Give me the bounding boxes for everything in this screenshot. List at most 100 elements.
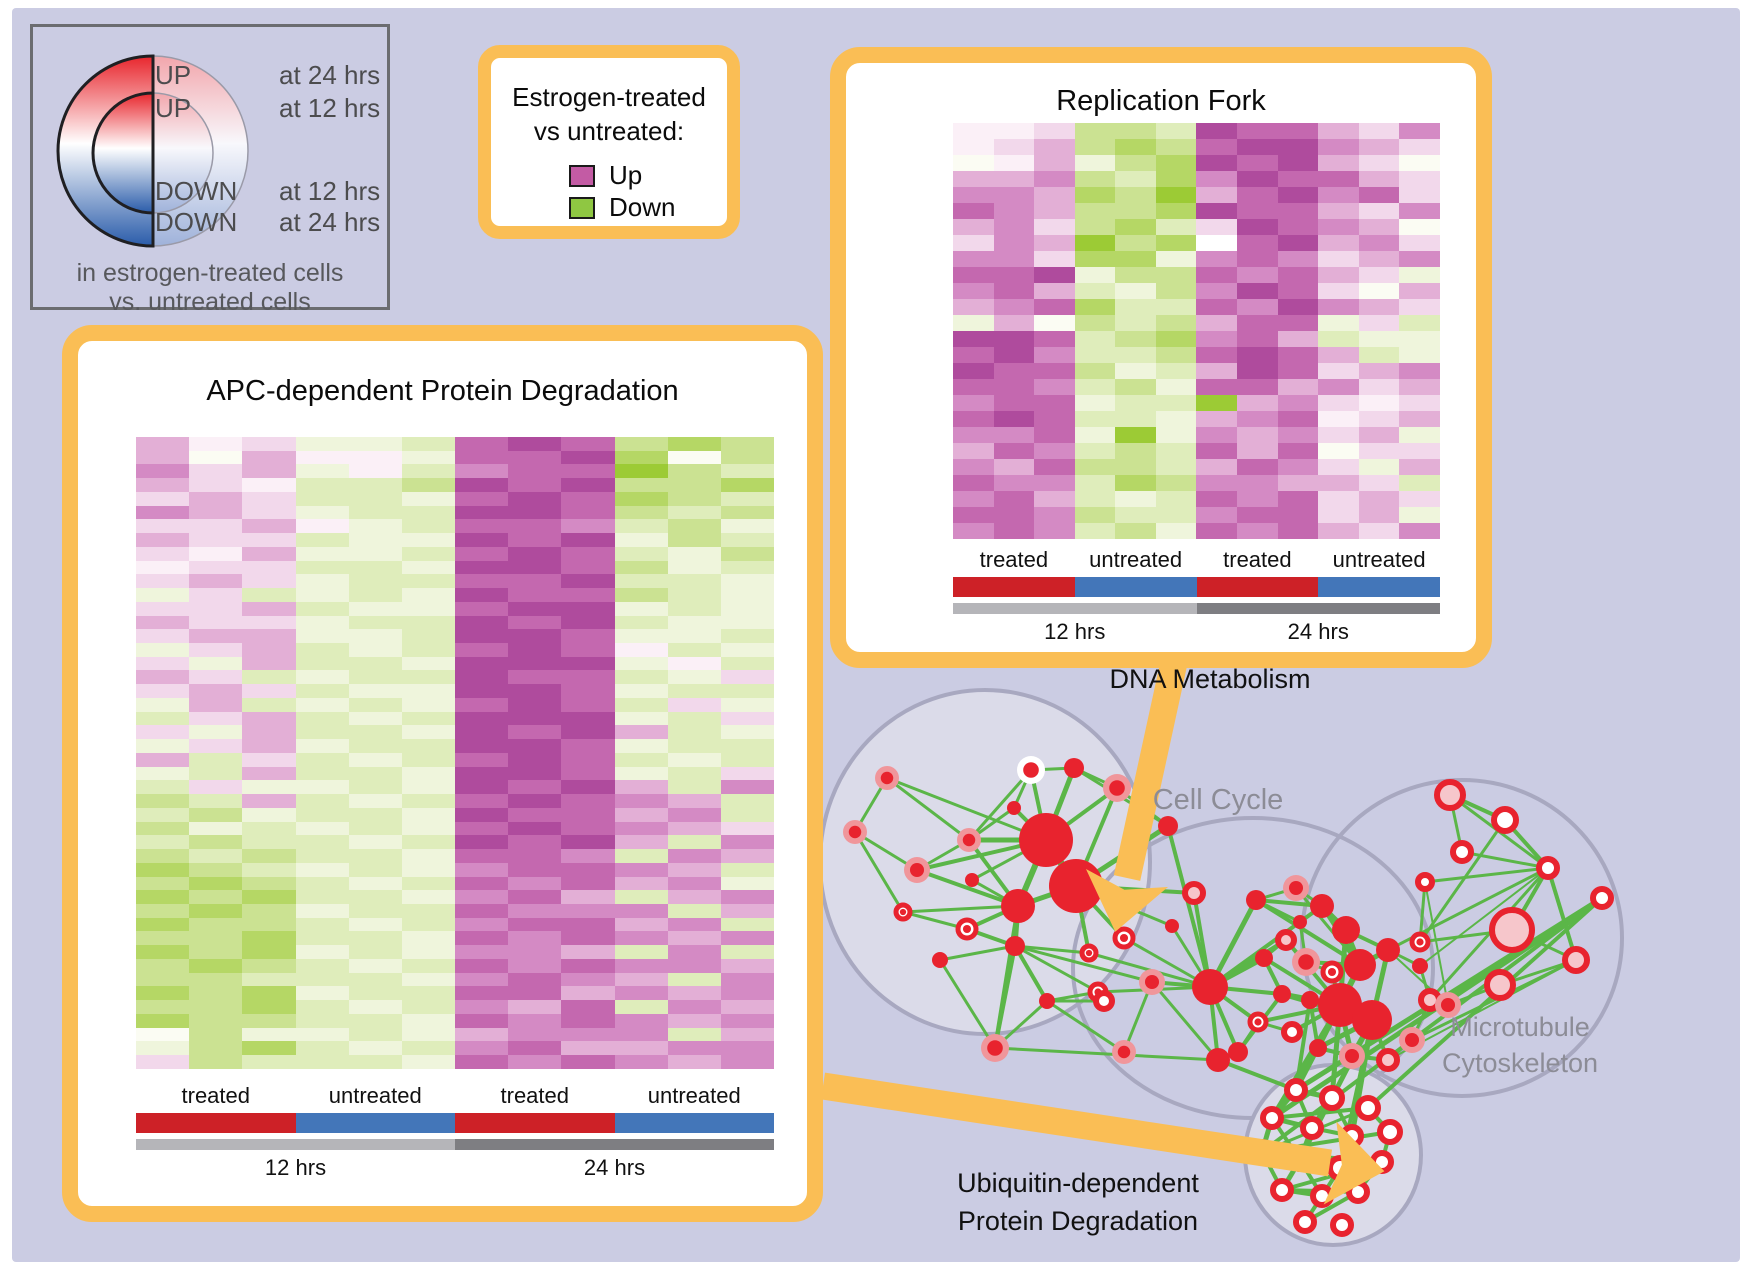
- heatmap-cell: [667, 835, 721, 850]
- heatmap-cell: [561, 437, 615, 451]
- heatmap-cell: [455, 670, 509, 685]
- heatmap-cell: [561, 862, 615, 877]
- heatmap-cell: [455, 807, 509, 822]
- heatmap-cell: [1277, 299, 1319, 315]
- heatmap-cell: [295, 958, 349, 973]
- heatmap-cell: [561, 780, 615, 795]
- gene-node-pink-center: [1434, 779, 1466, 811]
- heatmap-cell: [1277, 363, 1319, 379]
- heatmap-cell: [1277, 155, 1319, 171]
- heatmap-cell: [1399, 123, 1440, 139]
- heatmap-cell: [295, 752, 349, 767]
- heatmap-cell: [1115, 379, 1156, 395]
- heatmap-cell: [720, 821, 775, 836]
- heatmap-cell: [1196, 507, 1238, 523]
- heatmap-cell: [1074, 171, 1116, 187]
- heatmap-cell: [1074, 347, 1116, 363]
- gene-node-red: [1005, 936, 1025, 956]
- heatmap-cell: [993, 459, 1035, 475]
- heatmap-cell: [561, 450, 615, 465]
- heatmap-cell: [1277, 411, 1319, 427]
- heatmap-cell: [136, 739, 190, 753]
- heatmap-cell: [455, 890, 509, 904]
- heatmap-cell: [455, 1041, 509, 1056]
- heatmap-cell: [508, 849, 562, 863]
- heatmap-cell: [561, 560, 615, 575]
- heatmap-cell: [1034, 203, 1075, 219]
- heatmap-cell: [455, 656, 509, 671]
- heatmap-cell: [1196, 251, 1238, 267]
- gene-node-bullseye-dot: [1119, 933, 1129, 943]
- heatmap-cell: [1074, 283, 1116, 299]
- gene-node-ring: [1260, 1106, 1284, 1130]
- heatmap-cell: [295, 615, 349, 630]
- network-edge: [1411, 958, 1577, 1042]
- heatmap-cell: [348, 780, 402, 795]
- gene-node-ring: [1491, 806, 1519, 834]
- untreated-color-bar: [1074, 577, 1197, 597]
- heatmap-cell: [1358, 443, 1400, 459]
- heatmap-cell: [667, 752, 721, 767]
- treatment-group-label: treated: [181, 1083, 251, 1108]
- heatmap-cell: [720, 505, 775, 520]
- heatmap-cell: [1237, 411, 1278, 427]
- heatmap-cell: [561, 794, 615, 808]
- heatmap-cell: [508, 821, 562, 836]
- heatmap-cell: [561, 766, 615, 781]
- heatmap-cell: [136, 849, 190, 863]
- heatmap-cell: [455, 519, 509, 534]
- heatmap-cell: [1034, 331, 1075, 347]
- heatmap-cell: [136, 945, 190, 959]
- heatmap-cell: [614, 986, 668, 1001]
- heatmap-cell: [720, 1041, 775, 1056]
- heatmap-cell: [953, 267, 994, 283]
- heatmap-cell: [1237, 491, 1278, 507]
- heatmap-cell: [1155, 379, 1197, 395]
- heatmap-cell: [1237, 299, 1278, 315]
- heatmap-cell: [720, 917, 775, 932]
- heatmap-cell: [401, 849, 456, 863]
- heatmap-cell: [1034, 315, 1075, 331]
- heatmap-cell: [508, 643, 562, 657]
- heatmap-cell: [1115, 427, 1156, 443]
- heatmap-cell: [136, 780, 190, 795]
- heatmap-cell: [720, 752, 775, 767]
- heatmap-cell: [1074, 331, 1116, 347]
- heatmap-cell: [401, 821, 456, 836]
- heatmap-cell: [242, 1041, 296, 1056]
- heatmap-cell: [1155, 139, 1197, 155]
- gene-node-halo-core: [1298, 954, 1314, 970]
- heatmap-cell: [720, 766, 775, 781]
- heatmap-cell: [348, 931, 402, 946]
- heatmap-cell: [614, 560, 668, 575]
- heatmap-cell: [295, 656, 349, 671]
- heatmap-cell: [242, 972, 296, 987]
- heatmap-cell: [136, 807, 190, 822]
- heatmap-cell: [1358, 395, 1400, 411]
- heatmap-cell: [508, 766, 562, 781]
- heatmap-cell: [455, 752, 509, 767]
- heatmap-cell: [1034, 283, 1075, 299]
- heatmap-cell: [561, 903, 615, 918]
- heatmap-cell: [667, 629, 721, 644]
- heatmap-cell: [401, 519, 456, 534]
- heatmap-cell: [295, 643, 349, 657]
- gene-node-red: [965, 873, 979, 887]
- network-edge: [853, 831, 905, 913]
- replication-fork-panel-title: Replication Fork: [1056, 85, 1266, 117]
- heatmap-cell: [136, 643, 190, 657]
- heatmap-cell: [242, 491, 296, 506]
- heatmap-cell: [1318, 459, 1359, 475]
- heatmap-cell: [561, 958, 615, 973]
- heatmap-cell: [561, 684, 615, 698]
- heatmap-cell: [561, 1013, 615, 1028]
- heatmap-cell: [561, 1055, 615, 1069]
- heatmap-cell: [1155, 411, 1197, 427]
- heatmap-cell: [1399, 395, 1440, 411]
- heatmap-cell: [720, 794, 775, 808]
- gene-node-bullseye-dot: [899, 908, 907, 916]
- heatmap-cell: [561, 972, 615, 987]
- heatmap-cell: [348, 684, 402, 698]
- network-edge: [1419, 867, 1549, 967]
